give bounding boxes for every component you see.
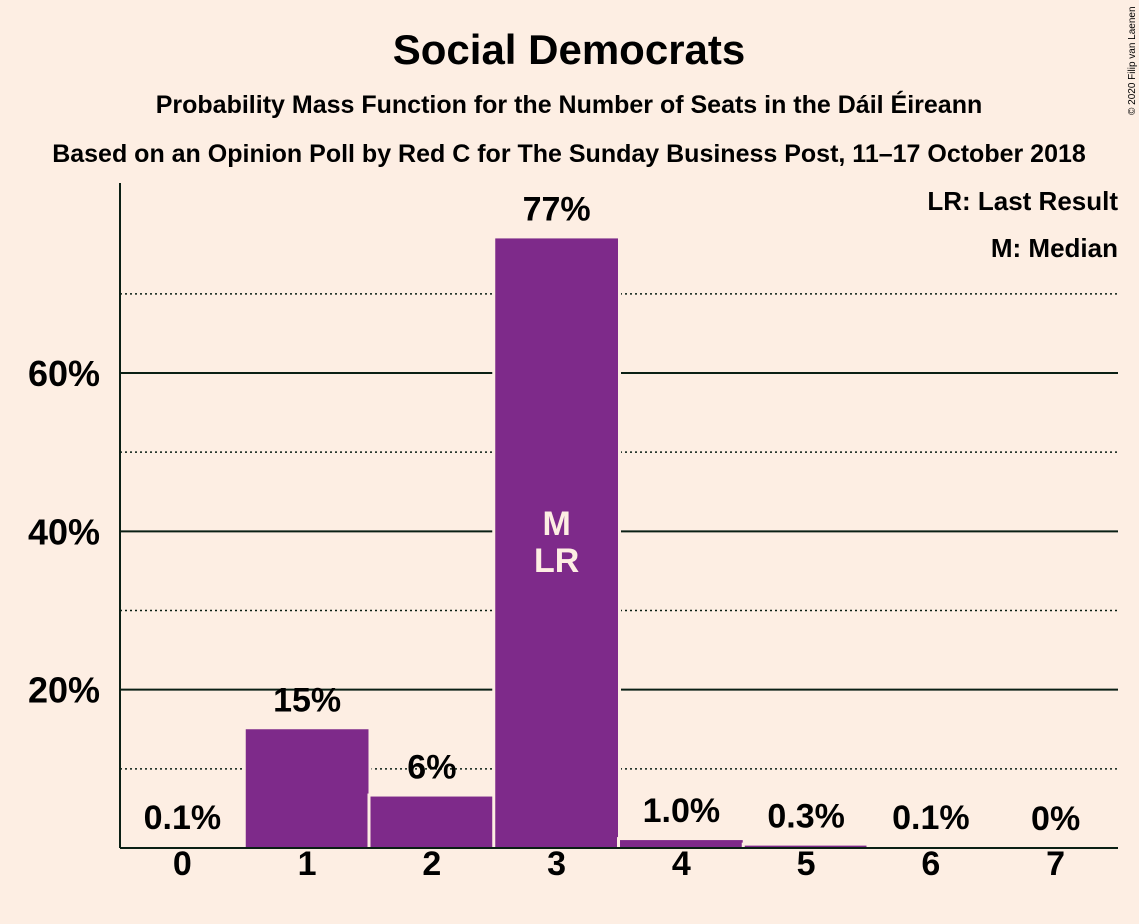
x-tick-label: 6 [921, 845, 940, 883]
x-tick-label: 7 [1046, 845, 1065, 883]
data-label: 1.0% [643, 792, 721, 830]
data-label: 6% [407, 749, 456, 787]
bar-halo [741, 842, 871, 848]
data-label: 0.1% [892, 799, 970, 837]
x-tick-label: 5 [797, 845, 816, 883]
bar-seats-3 [495, 238, 618, 848]
legend-last-result: LR: Last Result [927, 186, 1118, 216]
bar-halo [866, 844, 996, 848]
x-tick-label: 2 [422, 845, 441, 883]
x-tick-label: 0 [173, 845, 192, 883]
last-result-marker: LR [534, 542, 579, 580]
bar-halo [118, 844, 247, 848]
axes: 20% 40% 60% 0 1 2 3 4 5 6 7 [28, 183, 1118, 883]
bar-seats-2 [370, 796, 494, 848]
median-marker: M [542, 505, 570, 543]
chart-subtitle: Probability Mass Function for the Number… [156, 90, 983, 119]
x-tick-label: 3 [547, 845, 566, 883]
x-tick-label: 4 [672, 845, 691, 883]
bar-seats-1 [245, 729, 369, 848]
bar-seats-5 [744, 845, 868, 848]
legend-median: M: Median [991, 233, 1118, 263]
data-label: 0.3% [767, 798, 845, 836]
bars: 0.1% 15% 6% 77% 1.0% 0.3% 0.1% 0% MLR [118, 190, 1080, 848]
y-tick-label: 40% [28, 511, 100, 552]
chart-title: Social Democrats [393, 26, 746, 73]
copyright-note: © 2020 Filip van Laenen [1127, 6, 1138, 115]
y-tick-label: 60% [28, 353, 100, 394]
x-tick-label: 1 [298, 845, 317, 883]
data-label: 15% [273, 681, 341, 719]
data-label: 0.1% [144, 799, 222, 837]
chart-subtitle-source: Based on an Opinion Poll by Red C for Th… [52, 140, 1086, 168]
data-label: 0% [1031, 800, 1080, 838]
bar-seats-4 [620, 840, 743, 848]
y-tick-label: 20% [28, 670, 100, 711]
data-label: 77% [523, 190, 591, 228]
